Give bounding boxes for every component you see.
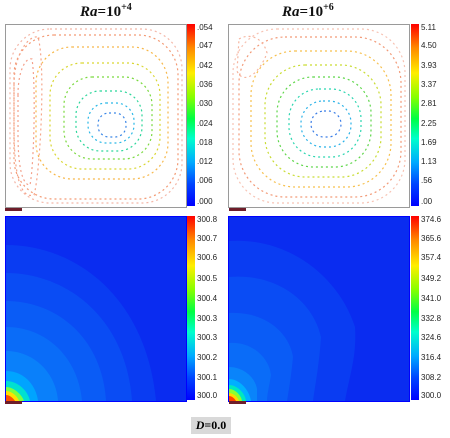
scale-bar: [229, 401, 246, 404]
temperature-plot-ra-1e6: [228, 216, 410, 402]
streamline-plot-ra-1e4: [5, 24, 187, 208]
figure-caption-d-value: D=0.0: [191, 417, 231, 434]
colorbar-temperature-ra-1e4: [187, 216, 195, 400]
title-ra-1e6: Ra=10+6: [282, 2, 334, 20]
colorbar-ticks-temperature-ra-1e6: 374.6 365.6 357.4 349.2 341.0 332.8 324.…: [421, 214, 442, 401]
temperature-plot-ra-1e4: [5, 216, 187, 402]
colorbar-ticks-stream-ra-1e6: 5.11 4.50 3.93 3.37 2.81 2.25 1.69 1.13 …: [421, 22, 437, 207]
scale-bar: [5, 401, 22, 404]
colorbar-temperature-ra-1e6: [411, 216, 419, 400]
streamline-plot-ra-1e6: [228, 24, 410, 208]
title-ra-1e4: Ra=10+4: [80, 2, 132, 20]
colorbar-stream-ra-1e4: [187, 24, 195, 206]
colorbar-ticks-stream-ra-1e4: .054 .047 .042 .036 .030 .024 .018 .012 …: [197, 22, 213, 207]
colorbar-ticks-temperature-ra-1e4: 300.8 300.7 300.6 300.5 300.4 300.3 300.…: [197, 214, 218, 401]
scale-bar: [229, 208, 246, 211]
scale-bar: [5, 208, 22, 211]
colorbar-stream-ra-1e6: [411, 24, 419, 206]
